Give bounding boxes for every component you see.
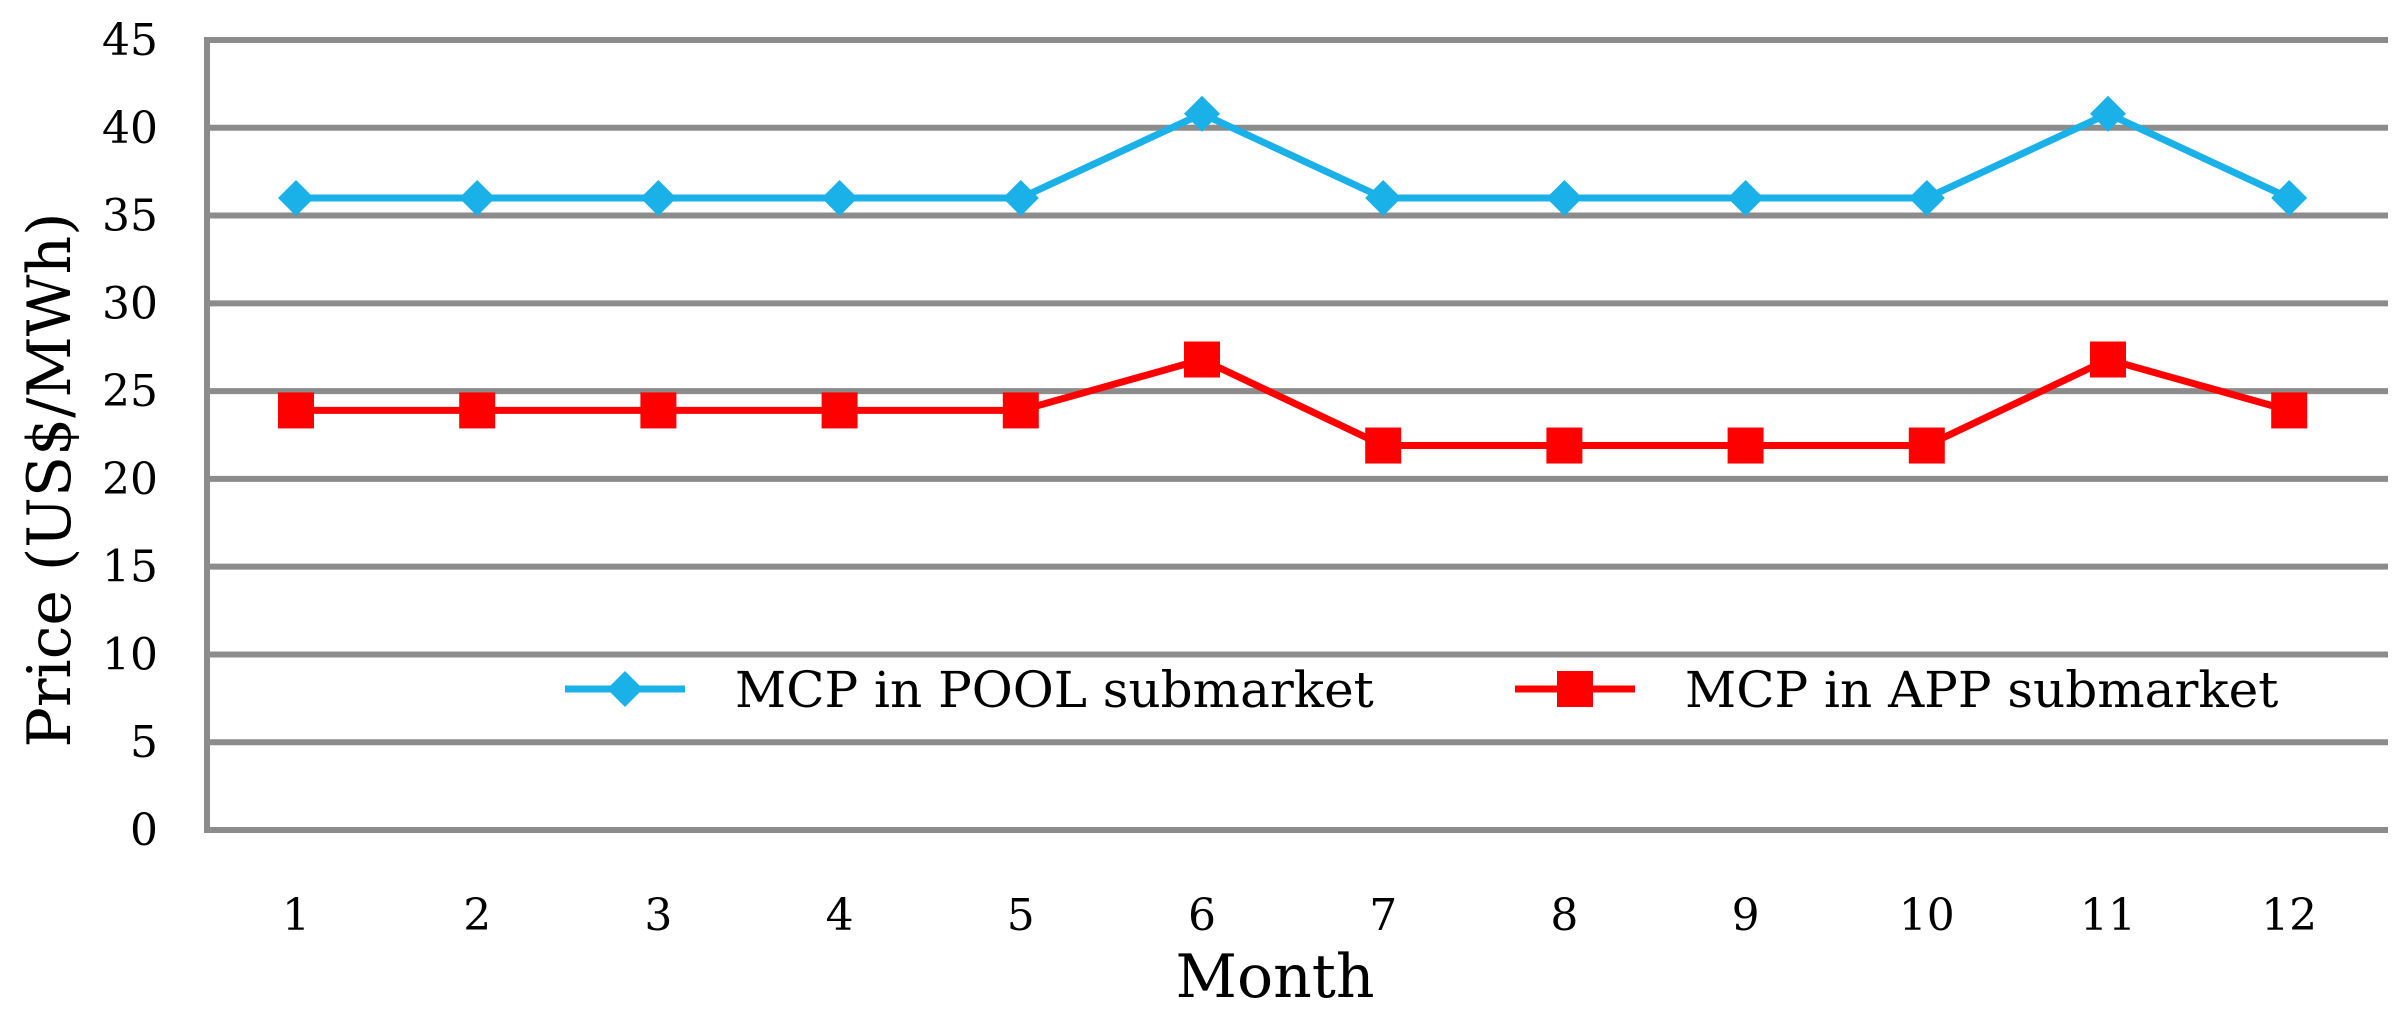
x-tick-label-11: 11 (2080, 890, 2136, 941)
x-tick-label-1: 1 (282, 890, 310, 941)
series-app (278, 341, 2308, 464)
grid (207, 37, 2388, 746)
y-tick-label-15: 15 (102, 542, 158, 593)
point-app-9 (1727, 427, 1764, 464)
x-tick-label-10: 10 (1899, 890, 1955, 941)
y-tick-label-0: 0 (130, 805, 158, 856)
legend-marker-pool (607, 671, 643, 707)
y-tick-label-25: 25 (102, 366, 158, 417)
point-pool-2 (459, 180, 496, 216)
x-tick-label-6: 6 (1188, 890, 1216, 941)
point-app-6 (1184, 341, 1220, 378)
legend-item-app: MCP in APP submarket (1515, 661, 2278, 719)
series-pool (278, 95, 2308, 216)
point-pool-4 (821, 180, 858, 216)
point-pool-9 (1727, 180, 1764, 216)
x-tick-label-5: 5 (1007, 890, 1035, 941)
point-app-12 (2271, 392, 2308, 429)
x-tick-label-7: 7 (1369, 890, 1397, 941)
series (278, 95, 2308, 464)
point-pool-7 (1365, 180, 1402, 216)
x-tick-labels: 1 2 3 4 5 6 7 8 9 10 11 12 (282, 890, 2317, 941)
point-pool-10 (1908, 180, 1945, 216)
y-tick-label-20: 20 (102, 454, 158, 505)
point-pool-5 (1002, 180, 1039, 216)
y-tick-label-10: 10 (102, 629, 158, 680)
legend-label-app: MCP in APP submarket (1685, 661, 2278, 719)
point-pool-3 (640, 180, 677, 216)
series-line-pool (292, 110, 2293, 202)
y-tick-label-45: 45 (102, 15, 158, 66)
point-app-1 (278, 392, 314, 429)
series-line-app (292, 356, 2293, 450)
x-tick-label-9: 9 (1732, 890, 1760, 941)
legend: MCP in POOL submarket MCP in APP submarke… (565, 661, 2278, 719)
legend-marker-app (1557, 671, 1593, 707)
point-pool-6 (1184, 95, 1220, 132)
point-app-10 (1908, 427, 1945, 464)
axes (204, 37, 2388, 833)
point-pool-11 (2090, 95, 2126, 132)
point-pool-12 (2271, 180, 2308, 216)
x-tick-label-12: 12 (2261, 890, 2317, 941)
y-tick-labels: 0 5 10 15 20 25 30 35 40 45 (102, 15, 158, 856)
point-app-11 (2090, 341, 2126, 378)
x-tick-label-2: 2 (463, 890, 491, 941)
y-tick-label-5: 5 (130, 717, 158, 768)
x-axis-title: Month (1176, 942, 1375, 1012)
point-app-8 (1546, 427, 1583, 464)
point-app-7 (1365, 427, 1402, 464)
point-app-5 (1002, 392, 1039, 429)
point-pool-8 (1546, 180, 1583, 216)
y-tick-label-35: 35 (102, 191, 158, 242)
point-app-3 (640, 392, 677, 429)
point-app-4 (821, 392, 858, 429)
legend-label-pool: MCP in POOL submarket (735, 661, 1374, 719)
x-tick-label-4: 4 (826, 890, 854, 941)
y-tick-label-30: 30 (102, 278, 158, 329)
x-tick-label-3: 3 (644, 890, 672, 941)
y-axis-title: Price (US$/MWh) (15, 212, 85, 747)
y-tick-label-40: 40 (102, 103, 158, 154)
legend-item-pool: MCP in POOL submarket (565, 661, 1374, 719)
point-pool-1 (278, 180, 314, 216)
point-app-2 (459, 392, 496, 429)
x-tick-label-8: 8 (1550, 890, 1578, 941)
